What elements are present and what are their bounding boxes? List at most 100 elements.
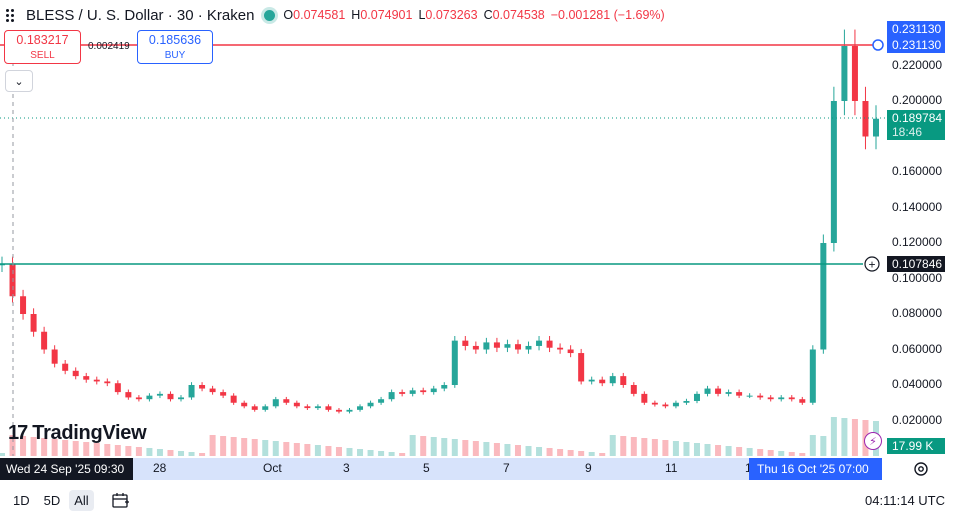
time-tick: 9 — [585, 461, 592, 475]
calendar-icon[interactable] — [112, 492, 130, 508]
time-tick: 1 — [745, 461, 752, 475]
price-tick: 0.220000 — [891, 58, 942, 72]
utc-clock[interactable]: 04:11:14 UTC — [865, 492, 945, 508]
candle-body — [241, 402, 248, 407]
volume-bar — [767, 450, 774, 456]
candle-body — [662, 404, 669, 407]
volume-bar — [746, 448, 753, 456]
crosshair-add-button[interactable] — [864, 256, 880, 272]
time-tick: 3 — [343, 461, 350, 475]
candle-body — [599, 379, 606, 384]
volume-bar — [399, 453, 406, 456]
symbol-title[interactable]: BLESS / U. S. Dollar · 30 · Kraken — [26, 6, 255, 24]
sell-price: 0.183217 — [16, 33, 69, 47]
gear-icon[interactable] — [912, 460, 930, 478]
volume-bar — [514, 445, 521, 456]
candle-body — [378, 399, 385, 403]
candle-body — [314, 406, 321, 409]
sell-button[interactable]: 0.183217 SELL — [4, 30, 81, 64]
candle-body — [757, 395, 764, 398]
symbol-legend: BLESS / U. S. Dollar · 30 · Kraken O0.07… — [0, 0, 671, 30]
volume-bar — [757, 449, 764, 456]
candle-body — [399, 392, 406, 394]
candle-body — [135, 397, 142, 400]
volume-bar — [546, 448, 553, 456]
candle-body — [493, 342, 500, 348]
volume-bar — [630, 437, 637, 456]
time-axis[interactable]: Wed 24 Sep '25 09:30 28 Oct 3 5 7 9 11 1… — [0, 456, 955, 480]
candle-body — [862, 101, 869, 137]
volume-bar — [620, 436, 627, 456]
drag-handle-icon[interactable] — [6, 8, 20, 22]
volume-bar — [809, 435, 816, 456]
logo-text: TradingView — [32, 422, 147, 444]
volume-bar — [209, 435, 216, 456]
volume-bar — [651, 439, 658, 456]
alert-button[interactable]: ⚡ — [864, 432, 882, 450]
volume-bar — [567, 450, 574, 456]
candle-body — [346, 409, 353, 412]
candle-body — [641, 393, 648, 403]
price-chart[interactable]: + — [0, 0, 955, 456]
volume-bar — [357, 449, 364, 456]
volume-bar — [346, 448, 353, 456]
price-tick: 0.160000 — [891, 164, 942, 178]
candle-body — [420, 390, 427, 393]
high-line-handle[interactable] — [872, 39, 884, 51]
volume-bar — [599, 453, 606, 456]
range-5d-button[interactable]: 5D — [43, 492, 61, 508]
lightning-icon: ⚡ — [869, 435, 877, 448]
candle-body — [799, 399, 806, 403]
crosshair-price-tag: 0.107846 — [887, 256, 945, 272]
volume-bar — [820, 436, 827, 456]
candle-body — [114, 383, 121, 393]
volume-bar — [104, 444, 111, 456]
candle-body — [209, 388, 216, 393]
candle-body — [672, 402, 679, 407]
candle-body — [788, 397, 795, 400]
volume-bar — [409, 435, 416, 456]
candle-body — [230, 395, 237, 403]
candle-body — [546, 340, 553, 348]
volume-bar — [662, 440, 669, 456]
volume-bar — [199, 453, 206, 456]
volume-bar — [420, 436, 427, 456]
volume-bar — [188, 452, 195, 456]
candle-body — [841, 45, 848, 101]
candle-body — [325, 406, 332, 410]
candle-body — [820, 243, 827, 350]
candle-body — [620, 376, 627, 385]
volume-bar — [167, 450, 174, 456]
candle-body — [156, 393, 163, 396]
candle-body — [104, 381, 111, 384]
volume-bar — [62, 440, 69, 456]
time-tick: 28 — [153, 461, 167, 475]
price-tick: 0.200000 — [891, 93, 942, 107]
range-1d-button[interactable]: 1D — [13, 492, 30, 508]
candle-body — [188, 385, 195, 398]
volume-bar — [472, 441, 479, 456]
range-all-button[interactable]: All — [69, 489, 94, 511]
tradingview-logo[interactable]: 17 TradingView — [8, 422, 147, 445]
candle-body — [304, 406, 311, 409]
candle-body — [588, 379, 595, 382]
candle-body — [557, 347, 564, 350]
price-tick: 0.020000 — [891, 413, 942, 427]
collapse-legend-button[interactable]: ⌄ — [5, 70, 33, 92]
candle-body — [746, 395, 753, 397]
time-selection-band — [133, 458, 749, 480]
volume-bar — [20, 436, 27, 456]
candle-body — [536, 340, 543, 346]
volume-bar — [178, 451, 185, 456]
candle-body — [472, 345, 479, 350]
volume-bar — [83, 442, 90, 456]
market-status-icon[interactable] — [264, 9, 276, 21]
candle-body — [704, 388, 711, 394]
buy-button[interactable]: 0.185636 BUY — [137, 30, 213, 64]
candle-body — [51, 349, 58, 364]
candle-body — [83, 376, 90, 380]
candle-body — [251, 406, 258, 410]
volume-bar — [493, 443, 500, 456]
candle-body — [272, 399, 279, 407]
volume-bar — [462, 440, 469, 456]
